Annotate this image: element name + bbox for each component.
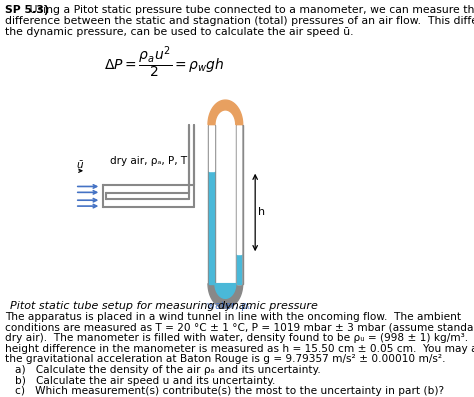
Bar: [236, 125, 243, 283]
Text: water, ρᵤ: water, ρᵤ: [207, 301, 251, 311]
Bar: [237, 125, 241, 283]
Text: c)   Which measurement(s) contribute(s) the most to the uncertainty in part (b)?: c) Which measurement(s) contribute(s) th…: [15, 386, 445, 396]
Bar: [210, 125, 214, 171]
Text: conditions are measured as T = 20 °C ± 1 °C, P = 1019 mbar ± 3 mbar (assume stan: conditions are measured as T = 20 °C ± 1…: [5, 323, 474, 333]
Polygon shape: [215, 283, 236, 298]
Text: b)   Calculate the air speed u and its uncertainty.: b) Calculate the air speed u and its unc…: [15, 376, 275, 385]
Text: ū: ū: [76, 160, 83, 170]
Text: SP 5.3): SP 5.3): [5, 5, 49, 15]
Bar: [237, 254, 241, 283]
Text: difference between the static and stagnation (total) pressures of an air flow.  : difference between the static and stagna…: [5, 16, 474, 26]
Text: the dynamic pressure, can be used to calculate the air speed ū.: the dynamic pressure, can be used to cal…: [5, 27, 353, 37]
Text: h: h: [258, 208, 265, 218]
Text: Using a Pitot static pressure tube connected to a manometer, we can measure the: Using a Pitot static pressure tube conne…: [27, 5, 474, 15]
Text: The apparatus is placed in a wind tunnel in line with the oncoming flow.  The am: The apparatus is placed in a wind tunnel…: [5, 312, 461, 322]
Polygon shape: [208, 283, 243, 308]
Text: dry air).  The manometer is filled with water, density found to be ρᵤ = (998 ± 1: dry air). The manometer is filled with w…: [5, 333, 474, 343]
Text: the gravitational acceleration at Baton Rouge is g = 9.79357 m/s² ± 0.00010 m/s²: the gravitational acceleration at Baton …: [5, 355, 446, 364]
Bar: [237, 125, 241, 254]
Text: a)   Calculate the density of the air ρₐ and its uncertainty.: a) Calculate the density of the air ρₐ a…: [15, 365, 321, 375]
Text: height difference in the manometer is measured as h = 15.50 cm ± 0.05 cm.  You m: height difference in the manometer is me…: [5, 344, 474, 354]
Text: dry air, ρₐ, P, T: dry air, ρₐ, P, T: [109, 156, 187, 166]
Bar: [208, 125, 215, 283]
Text: $\Delta P = \dfrac{\rho_a u^2}{2} = \rho_w gh$: $\Delta P = \dfrac{\rho_a u^2}{2} = \rho…: [104, 44, 225, 80]
Polygon shape: [208, 100, 243, 125]
Bar: [210, 171, 214, 283]
Text: Pitot static tube setup for measuring dynamic pressure: Pitot static tube setup for measuring dy…: [10, 301, 318, 311]
